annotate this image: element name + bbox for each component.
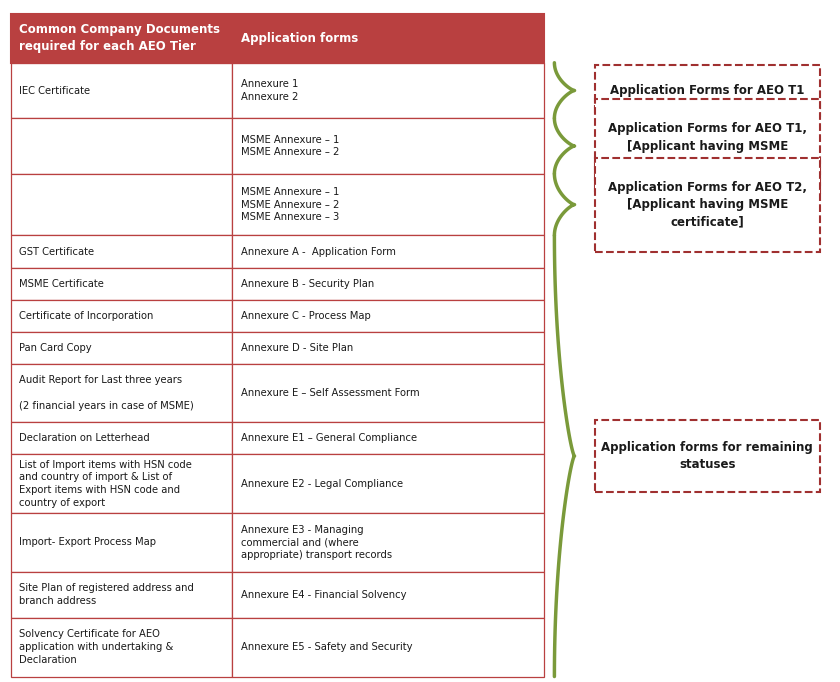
Text: GST Certificate: GST Certificate bbox=[19, 246, 94, 256]
Bar bbox=[233, 331, 544, 364]
Bar bbox=[233, 618, 544, 677]
Text: Annexure E5 - Safety and Security: Annexure E5 - Safety and Security bbox=[241, 642, 412, 652]
Bar bbox=[11, 331, 233, 364]
Text: Application Forms for AEO T1: Application Forms for AEO T1 bbox=[610, 84, 805, 97]
FancyBboxPatch shape bbox=[595, 65, 820, 116]
Text: Import- Export Process Map: Import- Export Process Map bbox=[19, 537, 156, 548]
Text: Annexure 1
Annexure 2: Annexure 1 Annexure 2 bbox=[241, 79, 298, 102]
Bar bbox=[11, 14, 544, 63]
Text: Annexure C - Process Map: Annexure C - Process Map bbox=[241, 311, 370, 321]
FancyBboxPatch shape bbox=[595, 158, 820, 252]
Bar bbox=[11, 267, 233, 299]
Text: Application forms for remaining
statuses: Application forms for remaining statuses bbox=[601, 441, 813, 471]
Bar bbox=[11, 174, 233, 235]
Bar bbox=[233, 299, 544, 331]
Text: MSME Annexure – 1
MSME Annexure – 2
MSME Annexure – 3: MSME Annexure – 1 MSME Annexure – 2 MSME… bbox=[241, 187, 339, 222]
Bar bbox=[11, 364, 233, 422]
Text: Application Forms for AEO T1,
[Applicant having MSME
certificate]: Application Forms for AEO T1, [Applicant… bbox=[608, 122, 806, 170]
Bar bbox=[233, 235, 544, 267]
Bar bbox=[11, 572, 233, 618]
Text: List of Import items with HSN code
and country of import & List of
Export items : List of Import items with HSN code and c… bbox=[19, 460, 192, 508]
Bar bbox=[233, 513, 544, 572]
Text: Pan Card Copy: Pan Card Copy bbox=[19, 343, 92, 353]
Bar bbox=[11, 235, 233, 267]
Text: Annexure A -  Application Form: Annexure A - Application Form bbox=[241, 246, 396, 256]
Bar bbox=[11, 454, 233, 513]
FancyBboxPatch shape bbox=[595, 99, 820, 193]
Text: Annexure B - Security Plan: Annexure B - Security Plan bbox=[241, 278, 374, 288]
Text: Solvency Certificate for AEO
application with undertaking &
Declaration: Solvency Certificate for AEO application… bbox=[19, 629, 174, 665]
Bar bbox=[233, 422, 544, 454]
Bar bbox=[233, 364, 544, 422]
FancyBboxPatch shape bbox=[595, 420, 820, 492]
Bar bbox=[233, 572, 544, 618]
Bar bbox=[11, 513, 233, 572]
Bar bbox=[11, 299, 233, 331]
Text: Annexure D - Site Plan: Annexure D - Site Plan bbox=[241, 343, 353, 353]
Text: Common Company Documents
required for each AEO Tier: Common Company Documents required for ea… bbox=[19, 23, 220, 53]
Text: MSME Annexure – 1
MSME Annexure – 2: MSME Annexure – 1 MSME Annexure – 2 bbox=[241, 134, 339, 158]
Text: Application Forms for AEO T2,
[Applicant having MSME
certificate]: Application Forms for AEO T2, [Applicant… bbox=[608, 181, 806, 228]
Bar bbox=[11, 63, 233, 118]
Bar bbox=[233, 454, 544, 513]
Bar bbox=[11, 422, 233, 454]
Bar bbox=[233, 63, 544, 118]
Text: Annexure E3 - Managing
commercial and (where
appropriate) transport records: Annexure E3 - Managing commercial and (w… bbox=[241, 524, 391, 560]
Bar bbox=[11, 118, 233, 174]
Bar bbox=[11, 618, 233, 677]
Text: IEC Certificate: IEC Certificate bbox=[19, 85, 91, 95]
Bar bbox=[233, 267, 544, 299]
Text: Audit Report for Last three years

(2 financial years in case of MSME): Audit Report for Last three years (2 fin… bbox=[19, 375, 194, 411]
Bar bbox=[233, 118, 544, 174]
Text: Annexure E1 – General Compliance: Annexure E1 – General Compliance bbox=[241, 434, 417, 443]
Text: Certificate of Incorporation: Certificate of Incorporation bbox=[19, 311, 154, 321]
Text: Application forms: Application forms bbox=[241, 31, 358, 45]
Bar bbox=[233, 174, 544, 235]
Text: Declaration on Letterhead: Declaration on Letterhead bbox=[19, 434, 150, 443]
Text: Site Plan of registered address and
branch address: Site Plan of registered address and bran… bbox=[19, 583, 194, 606]
Text: Annexure E – Self Assessment Form: Annexure E – Self Assessment Form bbox=[241, 388, 419, 398]
Text: MSME Certificate: MSME Certificate bbox=[19, 278, 104, 288]
Text: Annexure E4 - Financial Solvency: Annexure E4 - Financial Solvency bbox=[241, 590, 407, 599]
Text: Annexure E2 - Legal Compliance: Annexure E2 - Legal Compliance bbox=[241, 479, 403, 489]
